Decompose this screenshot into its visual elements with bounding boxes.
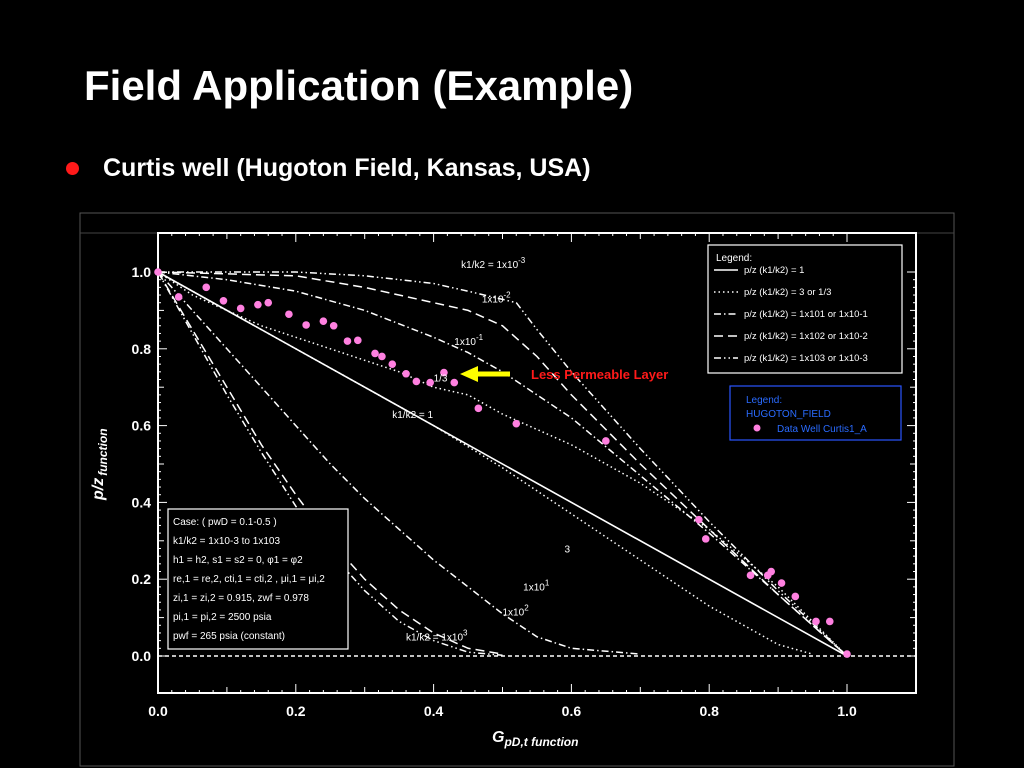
x-tick-label: 0.0 [148,703,168,719]
series-line-r0_1 [157,271,848,657]
legend-item-label: p/z (k1/k2) = 1x103 or 1x10-3 [744,353,868,364]
x-tick-label: 0.4 [424,703,444,719]
data-legend-item: Data Well Curtis1_A [777,424,867,435]
data-point [412,377,421,386]
curve-labels: k1/k2 = 1x10-3 1x10-2 1x10-1 1/3 k1/k2 = 1 3 1… [392,256,570,643]
data-point [174,293,183,301]
case-line: k1/k2 = 1x10-3 to 1x103 [173,536,280,547]
data-point [812,617,820,626]
data-point [426,378,434,387]
data-point [746,571,755,580]
plot-frame [157,232,917,694]
series-line-r0_001 [158,271,848,657]
x-tick-label: 0.2 [286,703,306,719]
data-point [825,617,834,626]
series-line-r0_01 [157,271,848,657]
series-line-r3 [157,271,813,655]
data-point [402,369,410,378]
data-point [354,336,362,345]
data-point [450,378,459,387]
data-point [388,360,397,368]
curve-label: k1/k2 = 1x10-3 [461,256,526,271]
data-point [319,317,328,325]
data-point [329,321,338,330]
y-tick-label: 1.0 [132,264,152,280]
data-point [777,579,786,587]
data-point [254,300,262,309]
bullet-item: Curtis well (Hugoton Field, Kansas, USA) [66,154,591,183]
curve-label: 1x10-2 [482,291,511,306]
y-tick-label: 0.4 [132,494,152,510]
data-point [474,404,483,413]
y-tick-label: 0.2 [132,571,152,587]
x-tick-label: 1.0 [837,703,857,719]
data-legend: Legend: HUGOTON_FIELD Data Well Curtis1_… [729,385,902,441]
axis-ticks [157,233,916,693]
series-line-r10 [157,271,641,655]
data-point [219,297,228,305]
slide-title: Field Application (Example) [84,62,634,109]
curve-legend-box [707,244,903,374]
data-point [440,368,448,377]
case-line: h1 = h2, s1 = s2 = 0, φ1 = φ2 [173,555,303,566]
case-box-frame [167,508,349,650]
case-line: re,1 = re,2, cti,1 = cti,2 , μi,1 = μi,2 [173,574,325,585]
y-tick-label: 0.6 [132,418,152,434]
y-tick-label: 0.8 [132,341,152,357]
curve-label: 3 [565,544,571,555]
legend-item-label: p/z (k1/k2) = 3 or 1/3 [744,287,831,298]
curve-legend-title: Legend: [716,253,752,264]
data-point [343,337,352,345]
x-tick-labels: 0.0 0.2 0.4 0.6 0.8 1.0 [148,703,857,719]
case-box: Case: ( pwD = 0.1-0.5 ) k1/k2 = 1x10-3 to… [167,508,349,650]
x-tick-label: 0.6 [562,703,582,719]
data-point [767,567,776,576]
data-point [512,419,521,428]
y-axis-label: p/zfunction [90,428,110,501]
x-axis-label: GpD,t function [492,729,578,749]
data-point [695,515,703,524]
curve-label: 1x102 [503,604,530,619]
case-line: pi,1 = pi,2 = 2500 psia [173,612,272,623]
data-point [701,535,710,543]
bullet-dot-icon [66,162,79,175]
curve-label: k1/k2 = 1 [392,410,433,421]
legend-item-label: p/z (k1/k2) = 1x102 or 1x10-2 [744,331,868,342]
data-point [302,321,310,329]
data-point [378,352,386,361]
annotation-text: Less Permeable Layer [531,367,668,382]
y-tick-label: 0.0 [132,648,152,664]
curve-label: 1x10-1 [454,333,483,348]
data-point [202,283,211,292]
legend-item-label: p/z (k1/k2) = 1x101 or 1x10-1 [744,309,868,320]
data-legend-title: Legend: [746,395,782,406]
data-legend-marker [753,424,761,432]
curve-label: 1/3 [434,373,448,384]
curve-legend: Legend: p/z (k1/k2) = 1 p/z (k1/k2) = 3 o… [707,244,903,374]
less-permeable-annotation: Less Permeable Layer [460,366,668,382]
data-point [371,349,379,358]
bullet-text: Curtis well (Hugoton Field, Kansas, USA) [103,154,591,182]
data-point [285,310,293,319]
data-point [791,592,800,601]
annotation-arrow-icon [460,366,478,382]
data-point [154,268,162,276]
data-point [602,437,610,445]
data-legend-subtitle: HUGOTON_FIELD [746,409,831,420]
case-line: Case: ( pwD = 0.1-0.5 ) [173,517,277,528]
case-line: pwf = 265 psia (constant) [173,631,285,642]
data-point [264,298,273,307]
curve-label: 1x101 [523,579,550,594]
data-points-layer [154,268,851,658]
y-tick-labels: 0.0 0.2 0.4 0.6 0.8 1.0 [132,264,152,664]
x-tick-label: 0.8 [699,703,719,719]
curve-label: k1/k2 = 1x103 [406,629,468,644]
data-point [236,304,245,313]
data-point [843,650,851,658]
case-line: zi,1 = zi,2 = 0.915, zwf = 0.978 [173,593,309,604]
legend-item-label: p/z (k1/k2) = 1 [744,265,804,276]
